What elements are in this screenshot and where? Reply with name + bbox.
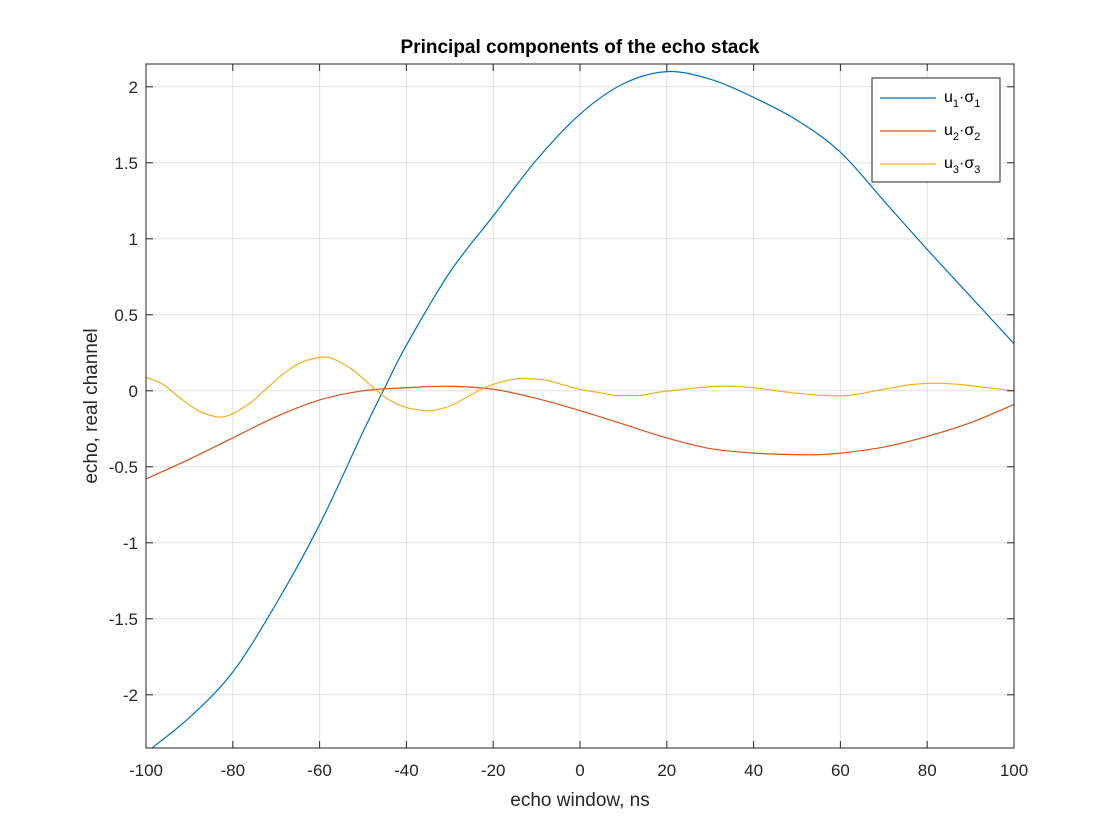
legend-subscript: 2 [953,131,959,143]
x-axis-label: echo window, ns [510,790,649,811]
y-tick-label: 0 [129,382,138,401]
legend-text-part: u [944,155,953,172]
x-tick-label: -20 [481,761,506,780]
x-tick-label: 20 [657,761,676,780]
x-tick-label: -40 [394,761,419,780]
legend-text-part: ·σ [959,155,974,172]
legend-text-part: u [944,122,953,139]
legend-entry-3: u3·σ3 [944,155,980,176]
legend-subscript: 1 [953,98,959,110]
x-tick-label: -60 [307,761,332,780]
legend-text-part: ·σ [959,89,974,106]
chart-title: Principal components of the echo stack [401,37,760,58]
y-tick-label: -1.5 [109,610,138,629]
legend-text-part: u [944,89,953,106]
legend-entry-2: u2·σ2 [944,122,980,143]
x-tick-label: 100 [1000,761,1028,780]
y-axis-label: echo, real channel [81,328,102,483]
legend-subscript: 3 [974,164,980,176]
x-tick-label: 0 [575,761,584,780]
legend-subscript: 3 [953,164,959,176]
x-tick-label: 40 [744,761,763,780]
x-tick-label: -100 [129,761,163,780]
series-line-1 [150,70,1014,748]
series-line-3 [146,356,1014,418]
legend-text-part: ·σ [959,122,974,139]
y-tick-label: 1 [129,230,138,249]
grid [145,64,1015,748]
x-tick-label: 60 [831,761,850,780]
series-layer [146,70,1014,748]
y-tick-label: 0.5 [114,306,138,325]
y-tick-label: 1.5 [114,154,138,173]
series-line-2 [146,385,1014,480]
legend-box [871,77,1001,183]
legend-subscript: 1 [974,98,980,110]
x-tick-label: 80 [918,761,937,780]
legend-subscript: 2 [974,131,980,143]
y-tick-label: -1 [123,534,138,553]
y-tick-label: 2 [129,78,138,97]
y-tick-label: -0.5 [109,458,138,477]
y-tick-label: -2 [123,686,138,705]
legend-entry-1: u1·σ1 [944,89,980,110]
ticks: -100 -80 -60 -40 -20 0 20 40 60 80 100-2-1.5-1-0.5… [109,64,1028,780]
x-tick-label: -80 [221,761,246,780]
